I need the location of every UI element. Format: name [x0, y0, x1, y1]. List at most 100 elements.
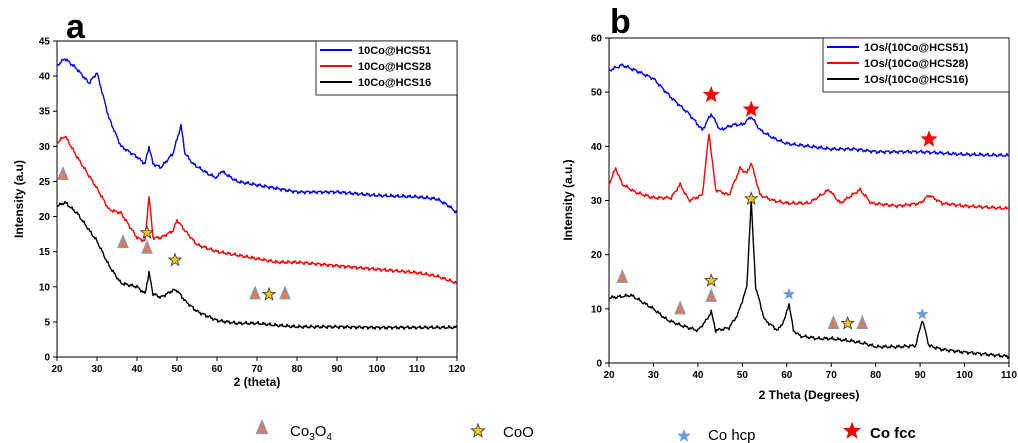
- y-tick-label: 10: [39, 282, 51, 293]
- y-tick-label: 30: [39, 142, 51, 153]
- legend-b-label-3: 1Os/(10Co@HCS16): [864, 74, 969, 86]
- phase-legend-label-co-fcc: Co fcc: [870, 425, 916, 442]
- x-tick-label: 60: [211, 364, 223, 375]
- panel-a: a 20 30 40 50 60 70 80 90 100 110 120 0 5 10 15 20 25 30…: [12, 8, 466, 389]
- star-blue-marker-icon: [916, 307, 929, 320]
- x-tick-label: 80: [870, 370, 882, 381]
- series-line-2: [56, 135, 458, 285]
- panel-b-series: [608, 63, 1010, 359]
- panel-b-x-axis-label: 2 Theta (Degrees): [759, 388, 860, 402]
- y-tick-label: 0: [44, 353, 50, 364]
- panel-a-x-ticks: 20 30 40 50 60 70 80 90 100 110 120: [51, 357, 466, 375]
- x-tick-label: 90: [915, 370, 927, 381]
- x-tick-label: 70: [251, 364, 263, 375]
- phase-legend-label-coo: CoO: [503, 424, 534, 441]
- triangle-marker-icon: [856, 314, 869, 330]
- panel-b-label: b: [610, 3, 631, 41]
- panel-a-x-axis-label: 2 (theta): [234, 375, 281, 389]
- y-tick-label: 40: [591, 142, 603, 153]
- star-gold-marker-icon: [840, 315, 855, 330]
- panel-a-series: [56, 58, 458, 330]
- star-red-legend-icon: [843, 421, 861, 439]
- triangle-marker-icon: [674, 300, 687, 315]
- y-tick-label: 45: [39, 37, 51, 48]
- series-line-3: [608, 198, 1010, 359]
- star-gold-marker-icon: [167, 252, 183, 267]
- triangle-legend-icon: [255, 418, 269, 435]
- y-tick-label: 5: [44, 317, 50, 328]
- x-tick-label: 30: [648, 370, 660, 381]
- panel-b-markers: [616, 85, 938, 330]
- phase-legend-label-co-hcp: Co hcp: [708, 427, 756, 443]
- x-tick-label: 70: [826, 370, 838, 381]
- legend-a-label-3: 10Co@HCS16: [358, 77, 431, 89]
- triangle-marker-icon: [616, 268, 629, 284]
- x-tick-label: 120: [449, 364, 466, 375]
- panel-a-markers: [57, 165, 291, 301]
- star-red-marker-icon: [920, 130, 938, 147]
- panel-b-y-axis-label: Intensity (a.u.): [561, 159, 575, 240]
- x-tick-label: 50: [737, 370, 749, 381]
- y-tick-label: 10: [591, 304, 603, 315]
- panel-b-legend: 1Os/(10Co@HCS51) 1Os/(10Co@HCS28) 1Os/(1…: [822, 37, 1010, 93]
- triangle-marker-icon: [249, 285, 261, 300]
- x-tick-label: 40: [131, 364, 143, 375]
- star-red-marker-icon: [702, 85, 720, 103]
- x-tick-label: 80: [291, 364, 303, 375]
- star-gold-marker-icon: [743, 191, 759, 206]
- panel-a-y-axis-label: Intensity (a.u): [12, 160, 26, 238]
- y-tick-label: 35: [39, 107, 51, 118]
- legend-b-label-1: 1Os/(10Co@HCS51): [864, 42, 969, 54]
- phase-legend-icon-co-fcc: [843, 421, 861, 439]
- x-tick-label: 30: [91, 364, 103, 375]
- panel-a-label: a: [66, 8, 86, 46]
- legend-a-label-1: 10Co@HCS51: [358, 45, 431, 57]
- y-tick-label: 60: [591, 34, 603, 45]
- star-blue-marker-icon: [782, 287, 796, 300]
- phase-legend-icon-co3o4: [255, 418, 269, 435]
- series-line-2: [608, 133, 1010, 211]
- series-line-1: [608, 63, 1010, 158]
- star-gold-marker-icon: [261, 286, 277, 301]
- panel-b-y-ticks: 0 10 20 30 40 50 60: [591, 34, 609, 370]
- panel-a-y-ticks: 0 5 10 15 20 25 30 35 40 45: [39, 37, 57, 364]
- star-red-marker-icon: [742, 100, 760, 117]
- x-tick-label: 100: [956, 370, 973, 381]
- phase-legend-icon-coo: [470, 422, 486, 438]
- star-gold-legend-icon: [470, 422, 486, 438]
- x-tick-label: 20: [603, 370, 615, 381]
- x-tick-label: 100: [369, 364, 386, 375]
- series-line-3: [56, 200, 458, 330]
- triangle-marker-icon: [705, 287, 718, 302]
- y-tick-label: 40: [39, 72, 51, 83]
- phase-legend: Co3O4 CoO Co hcp Co fcc: [255, 418, 916, 443]
- x-tick-label: 90: [331, 364, 343, 375]
- x-tick-label: 50: [171, 364, 183, 375]
- phase-legend-label-co3o4: Co3O4: [290, 423, 332, 443]
- triangle-marker-icon: [827, 314, 840, 330]
- y-tick-label: 20: [591, 250, 603, 261]
- y-tick-label: 50: [591, 88, 603, 99]
- star-gold-marker-icon: [139, 225, 155, 239]
- x-tick-label: 40: [692, 370, 704, 381]
- x-tick-label: 110: [409, 364, 426, 375]
- star-gold-marker-icon: [703, 273, 719, 287]
- star-blue-legend-icon: [677, 428, 691, 442]
- x-tick-label: 110: [1001, 370, 1018, 381]
- y-tick-label: 30: [591, 196, 603, 207]
- legend-a-label-2: 10Co@HCS28: [358, 61, 431, 73]
- triangle-marker-icon: [141, 239, 153, 254]
- triangle-marker-icon: [57, 165, 69, 181]
- panel-b: b 20 30 40 50 60 70 80 90 100 110 0 10 20 30 40 50 60 2…: [561, 3, 1018, 402]
- panel-a-legend: 10Co@HCS51 10Co@HCS28 10Co@HCS16: [315, 40, 458, 96]
- series-line-1: [56, 58, 458, 214]
- y-tick-label: 0: [596, 359, 602, 370]
- panel-b-x-ticks: 20 30 40 50 60 70 80 90 100 110: [603, 363, 1018, 381]
- x-tick-label: 20: [51, 364, 63, 375]
- triangle-marker-icon: [117, 233, 129, 249]
- y-tick-label: 15: [39, 247, 51, 258]
- phase-legend-icon-co-hcp: [677, 428, 691, 442]
- x-tick-label: 60: [781, 370, 793, 381]
- triangle-marker-icon: [279, 285, 291, 300]
